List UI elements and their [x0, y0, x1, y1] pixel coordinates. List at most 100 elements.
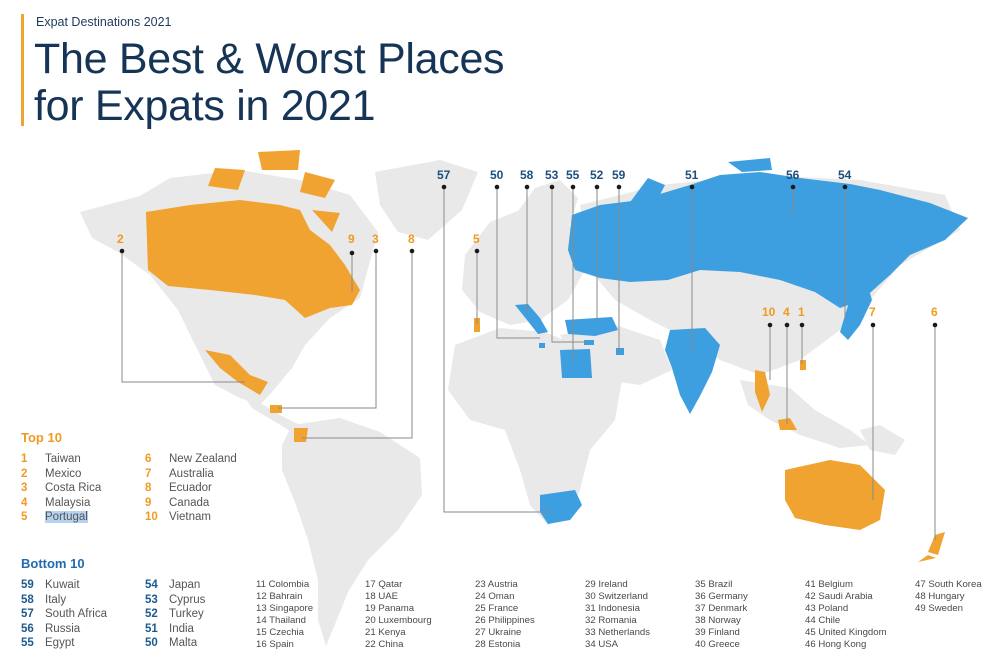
list-item: 11 Colombia: [256, 579, 310, 590]
list-item: 22 China: [365, 638, 404, 650]
map-label-kuwait: 59: [612, 168, 626, 182]
list-item: 48 Hungary: [915, 590, 965, 602]
list-item: 52 Turkey: [145, 608, 204, 621]
list-item: 44 Chile: [805, 614, 841, 626]
leader-cyprus: [551, 187, 586, 343]
region-cyprus: [584, 340, 594, 345]
region-south-africa: [540, 490, 582, 524]
region-malta: [539, 343, 545, 348]
top-10-countries: [146, 150, 945, 562]
region-taiwan: [800, 360, 806, 370]
list-item: 5 Portugal: [21, 511, 88, 524]
region-canada: [146, 200, 360, 318]
list-item: 42 Saudi Arabia: [805, 590, 873, 602]
region-portugal: [474, 318, 480, 332]
map-label-russia: 56: [786, 168, 800, 182]
map-label-turkey: 52: [590, 168, 604, 182]
page-title: The Best & Worst Places for Expats in 20…: [34, 35, 505, 131]
list-item: 21 Kenya: [365, 626, 406, 638]
region-new-zealand: [918, 532, 945, 562]
list-item: 38 Norway: [695, 614, 741, 626]
map-label-egypt: 55: [566, 168, 580, 182]
list-item: 30 Switzerland: [585, 590, 648, 602]
landmass-oceania-islands: [860, 425, 905, 455]
list-item: 6 New Zealand: [145, 453, 237, 465]
ranks-23-28: 23 Austria 24 Oman 25 France 26 Philippi…: [475, 579, 535, 650]
list-item: 23 Austria: [475, 579, 518, 590]
list-item: 10 Vietnam: [145, 511, 211, 524]
list-item: 31 Indonesia: [585, 602, 640, 614]
list-item: 51 India: [145, 622, 194, 635]
region-vietnam: [755, 370, 770, 412]
list-item: 49 Sweden: [915, 602, 964, 614]
list-item: 7 Australia: [145, 467, 214, 480]
bottom-10-list-col2: 54 Japan 53 Cyprus 52 Turkey 51 India 50 Malt…: [145, 578, 205, 651]
title-accent-bar: [21, 14, 24, 126]
map-label-australia: 7: [869, 305, 876, 319]
list-item: 41 Belgium: [805, 579, 853, 590]
region-italy: [515, 304, 548, 334]
region-russia-arctic-islands: [628, 158, 772, 210]
list-item: 36 Germany: [695, 590, 748, 602]
list-item: 18 UAE: [365, 590, 399, 602]
region-ecuador: [294, 428, 308, 442]
region-kuwait: [616, 348, 624, 355]
ranks-29-34: 29 Ireland 30 Switzerland 31 Indonesia 3…: [585, 579, 650, 650]
list-item: 50 Malta: [145, 637, 198, 650]
map-label-cyprus: 53: [545, 168, 559, 182]
region-egypt: [560, 349, 592, 378]
list-item: 43 Poland: [805, 602, 849, 614]
list-item: 8 Ecuador: [145, 482, 212, 495]
map-label-vietnam: 10: [762, 305, 776, 319]
list-item: 33 Netherlands: [585, 626, 651, 638]
ranks-47-49: 47 South Korea 48 Hungary 49 Sweden: [915, 579, 982, 615]
landmass-south-america: [282, 418, 422, 646]
list-item: 17 Qatar: [365, 579, 403, 590]
list-item: 58 Italy: [21, 593, 67, 606]
map-label-ecuador: 8: [408, 232, 415, 246]
list-item: 29 Ireland: [585, 579, 628, 590]
map-label-mexico: 2: [117, 232, 124, 246]
map-label-italy: 58: [520, 168, 534, 182]
leader-dots: [119, 184, 938, 328]
title-line-1: The Best & Worst Places: [34, 35, 505, 83]
list-item: 12 Bahrain: [256, 590, 303, 602]
landmass-europe: [462, 210, 585, 325]
ranks-41-46: 41 Belgium 42 Saudi Arabia 43 Poland 44 …: [805, 579, 887, 650]
list-item: 3 Costa Rica: [21, 482, 102, 495]
list-item: 26 Philippines: [475, 614, 535, 626]
leader-south-africa: [443, 187, 550, 513]
list-item: 54 Japan: [145, 579, 201, 591]
ranks-35-40: 35 Brazil 36 Germany 37 Denmark 38 Norwa…: [695, 579, 748, 650]
list-item: 47 South Korea: [915, 579, 982, 590]
region-mexico: [205, 350, 268, 395]
list-item: 45 United Kingdom: [805, 626, 887, 638]
title-line-2: for Expats in 2021: [34, 82, 376, 131]
list-item: 57 South Africa: [21, 608, 108, 621]
list-item: 25 France: [475, 602, 519, 614]
list-item: 40 Greece: [695, 638, 740, 650]
map-label-taiwan: 1: [798, 305, 805, 319]
leader-ecuador: [302, 251, 413, 439]
list-item: 32 Romania: [585, 614, 637, 626]
region-australia: [785, 460, 885, 530]
region-costa-rica: [270, 405, 282, 413]
region-canada-islands: [208, 150, 340, 232]
bottom-10-list-col1: 59 Kuwait 58 Italy 57 South Africa 56 Russia…: [21, 578, 107, 651]
map-label-malta: 50: [490, 168, 504, 182]
map-label-malaysia: 4: [783, 305, 790, 319]
bottom-10-heading: Bottom 10: [21, 556, 85, 571]
leader-malta: [496, 187, 540, 339]
leader-mexico: [121, 251, 245, 383]
ranks-11-16: 11 Colombia 12 Bahrain 13 Singapore 14 T…: [256, 579, 313, 650]
list-item: 28 Estonia: [475, 638, 521, 650]
landmass-greenland: [375, 160, 478, 240]
list-item: 24 Oman: [475, 590, 515, 602]
list-item: 20 Luxembourg: [365, 614, 432, 626]
list-item: 37 Denmark: [695, 602, 748, 614]
ranks-17-22: 17 Qatar 18 UAE 19 Panama 20 Luxembourg …: [365, 579, 432, 650]
selected-text: Portugal: [45, 511, 88, 524]
leader-costa-rica: [278, 251, 377, 409]
